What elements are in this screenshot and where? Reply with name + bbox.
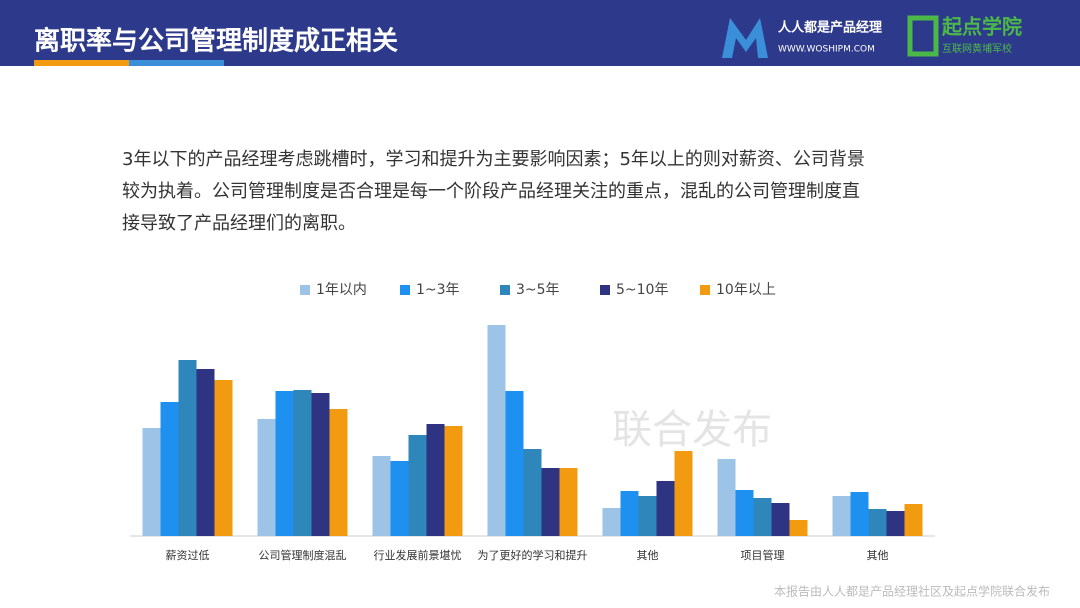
bar — [178, 360, 197, 536]
logo-text: 人人都是产品经理 — [778, 20, 882, 36]
legend-label: 1年以内 — [316, 282, 367, 298]
bar — [523, 449, 542, 536]
accent — [34, 60, 129, 66]
logo-text: 起点学院 — [941, 15, 1022, 39]
bar — [559, 468, 578, 536]
bar — [142, 428, 161, 536]
bar — [771, 503, 790, 536]
legend-label: 5~10年 — [616, 282, 668, 298]
bar — [638, 496, 657, 536]
bar — [620, 491, 639, 536]
bar — [505, 391, 524, 536]
bar — [753, 498, 772, 536]
x-tick-label: 为了更好的学习和提升 — [478, 548, 588, 562]
legend-swatch — [700, 285, 710, 295]
bar — [444, 426, 463, 536]
x-tick-label: 项目管理 — [741, 548, 785, 562]
bar — [674, 451, 693, 536]
bar — [311, 393, 330, 536]
bar — [541, 468, 560, 536]
legend-label: 10年以上 — [716, 282, 776, 298]
legend-label: 1~3年 — [416, 282, 460, 298]
header-bar — [0, 0, 1080, 66]
bar — [329, 409, 348, 536]
legend-swatch — [300, 285, 310, 295]
logo-icon — [907, 15, 939, 57]
accent — [129, 60, 224, 66]
legend-swatch — [600, 285, 610, 295]
bar — [408, 435, 427, 536]
paragraph-line: 较为执着。公司管理制度是否合理是每一个阶段产品经理关注的重点，混乱的公司管理制度… — [122, 181, 860, 202]
legend-label: 3~5年 — [516, 282, 560, 298]
bar — [160, 402, 179, 536]
legend-swatch — [500, 285, 510, 295]
bar — [789, 520, 808, 536]
bar — [717, 459, 736, 536]
bar — [868, 509, 887, 536]
bar — [850, 492, 869, 536]
bar — [372, 456, 391, 536]
bar — [656, 481, 675, 536]
legend-swatch — [400, 285, 410, 295]
bar — [390, 461, 409, 536]
footer: 本报告由人人都是产品经理社区及起点学院联合发布 — [774, 584, 1050, 599]
logo-sub: 互联网黄埔军校 — [942, 42, 1012, 55]
x-tick-label: 其他 — [867, 549, 889, 562]
bar — [886, 511, 905, 536]
x-tick-label: 薪资过低 — [166, 549, 210, 562]
title: 离职率与公司管理制度成正相关 — [34, 26, 398, 57]
bar — [196, 369, 215, 536]
bar — [735, 490, 754, 536]
paragraph-line: 3年以下的产品经理考虑跳槽时，学习和提升为主要影响因素；5年以上的则对薪资、公司… — [122, 149, 865, 170]
bar — [257, 419, 276, 536]
bar — [293, 390, 312, 536]
logo-url: WWW.WOSHIPM.COM — [778, 45, 875, 55]
x-tick-label: 行业发展前景堪忧 — [374, 548, 462, 562]
bar — [832, 496, 851, 536]
bar — [602, 508, 621, 536]
bar — [426, 424, 445, 536]
bar — [487, 325, 506, 536]
bar — [904, 504, 923, 536]
x-tick-label: 其他 — [637, 549, 659, 562]
paragraph-line: 接导致了产品经理们的离职。 — [122, 213, 356, 234]
watermark: 联合发布 — [612, 407, 772, 453]
x-tick-label: 公司管理制度混乱 — [259, 548, 347, 562]
bar — [275, 391, 294, 536]
bar — [214, 380, 233, 536]
logo-icon — [722, 18, 768, 58]
